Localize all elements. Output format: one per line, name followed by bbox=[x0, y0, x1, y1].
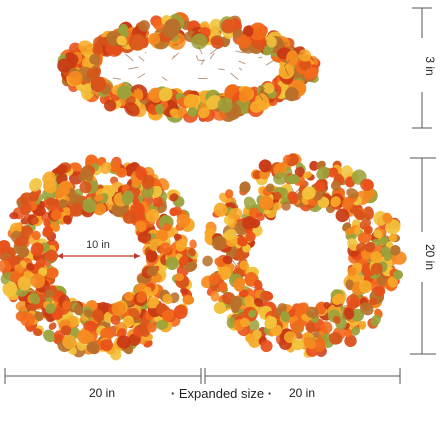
wreath-right bbox=[201, 153, 407, 358]
wreath-height-marker: 20 in bbox=[410, 157, 437, 355]
caption-bullet-right: · bbox=[267, 386, 273, 401]
wreath-width-markers: 20 in 20 in bbox=[4, 368, 401, 400]
top-height-marker: 3 in bbox=[412, 7, 437, 129]
inner-diameter-label: 10 in bbox=[86, 239, 110, 251]
wreath-height-label: 20 in bbox=[423, 244, 437, 270]
top-height-label: 3 in bbox=[423, 56, 437, 75]
caption: · Expanded size · bbox=[0, 386, 443, 401]
right-width-label: 20 in bbox=[289, 386, 315, 400]
left-width-label: 20 in bbox=[89, 386, 115, 400]
candle-ring-side-view bbox=[57, 12, 321, 123]
caption-bullet-left: · bbox=[170, 386, 176, 401]
caption-text: Expanded size bbox=[178, 386, 265, 401]
wreath-left bbox=[0, 154, 199, 361]
inner-diameter-marker: 10 in bbox=[57, 239, 140, 259]
